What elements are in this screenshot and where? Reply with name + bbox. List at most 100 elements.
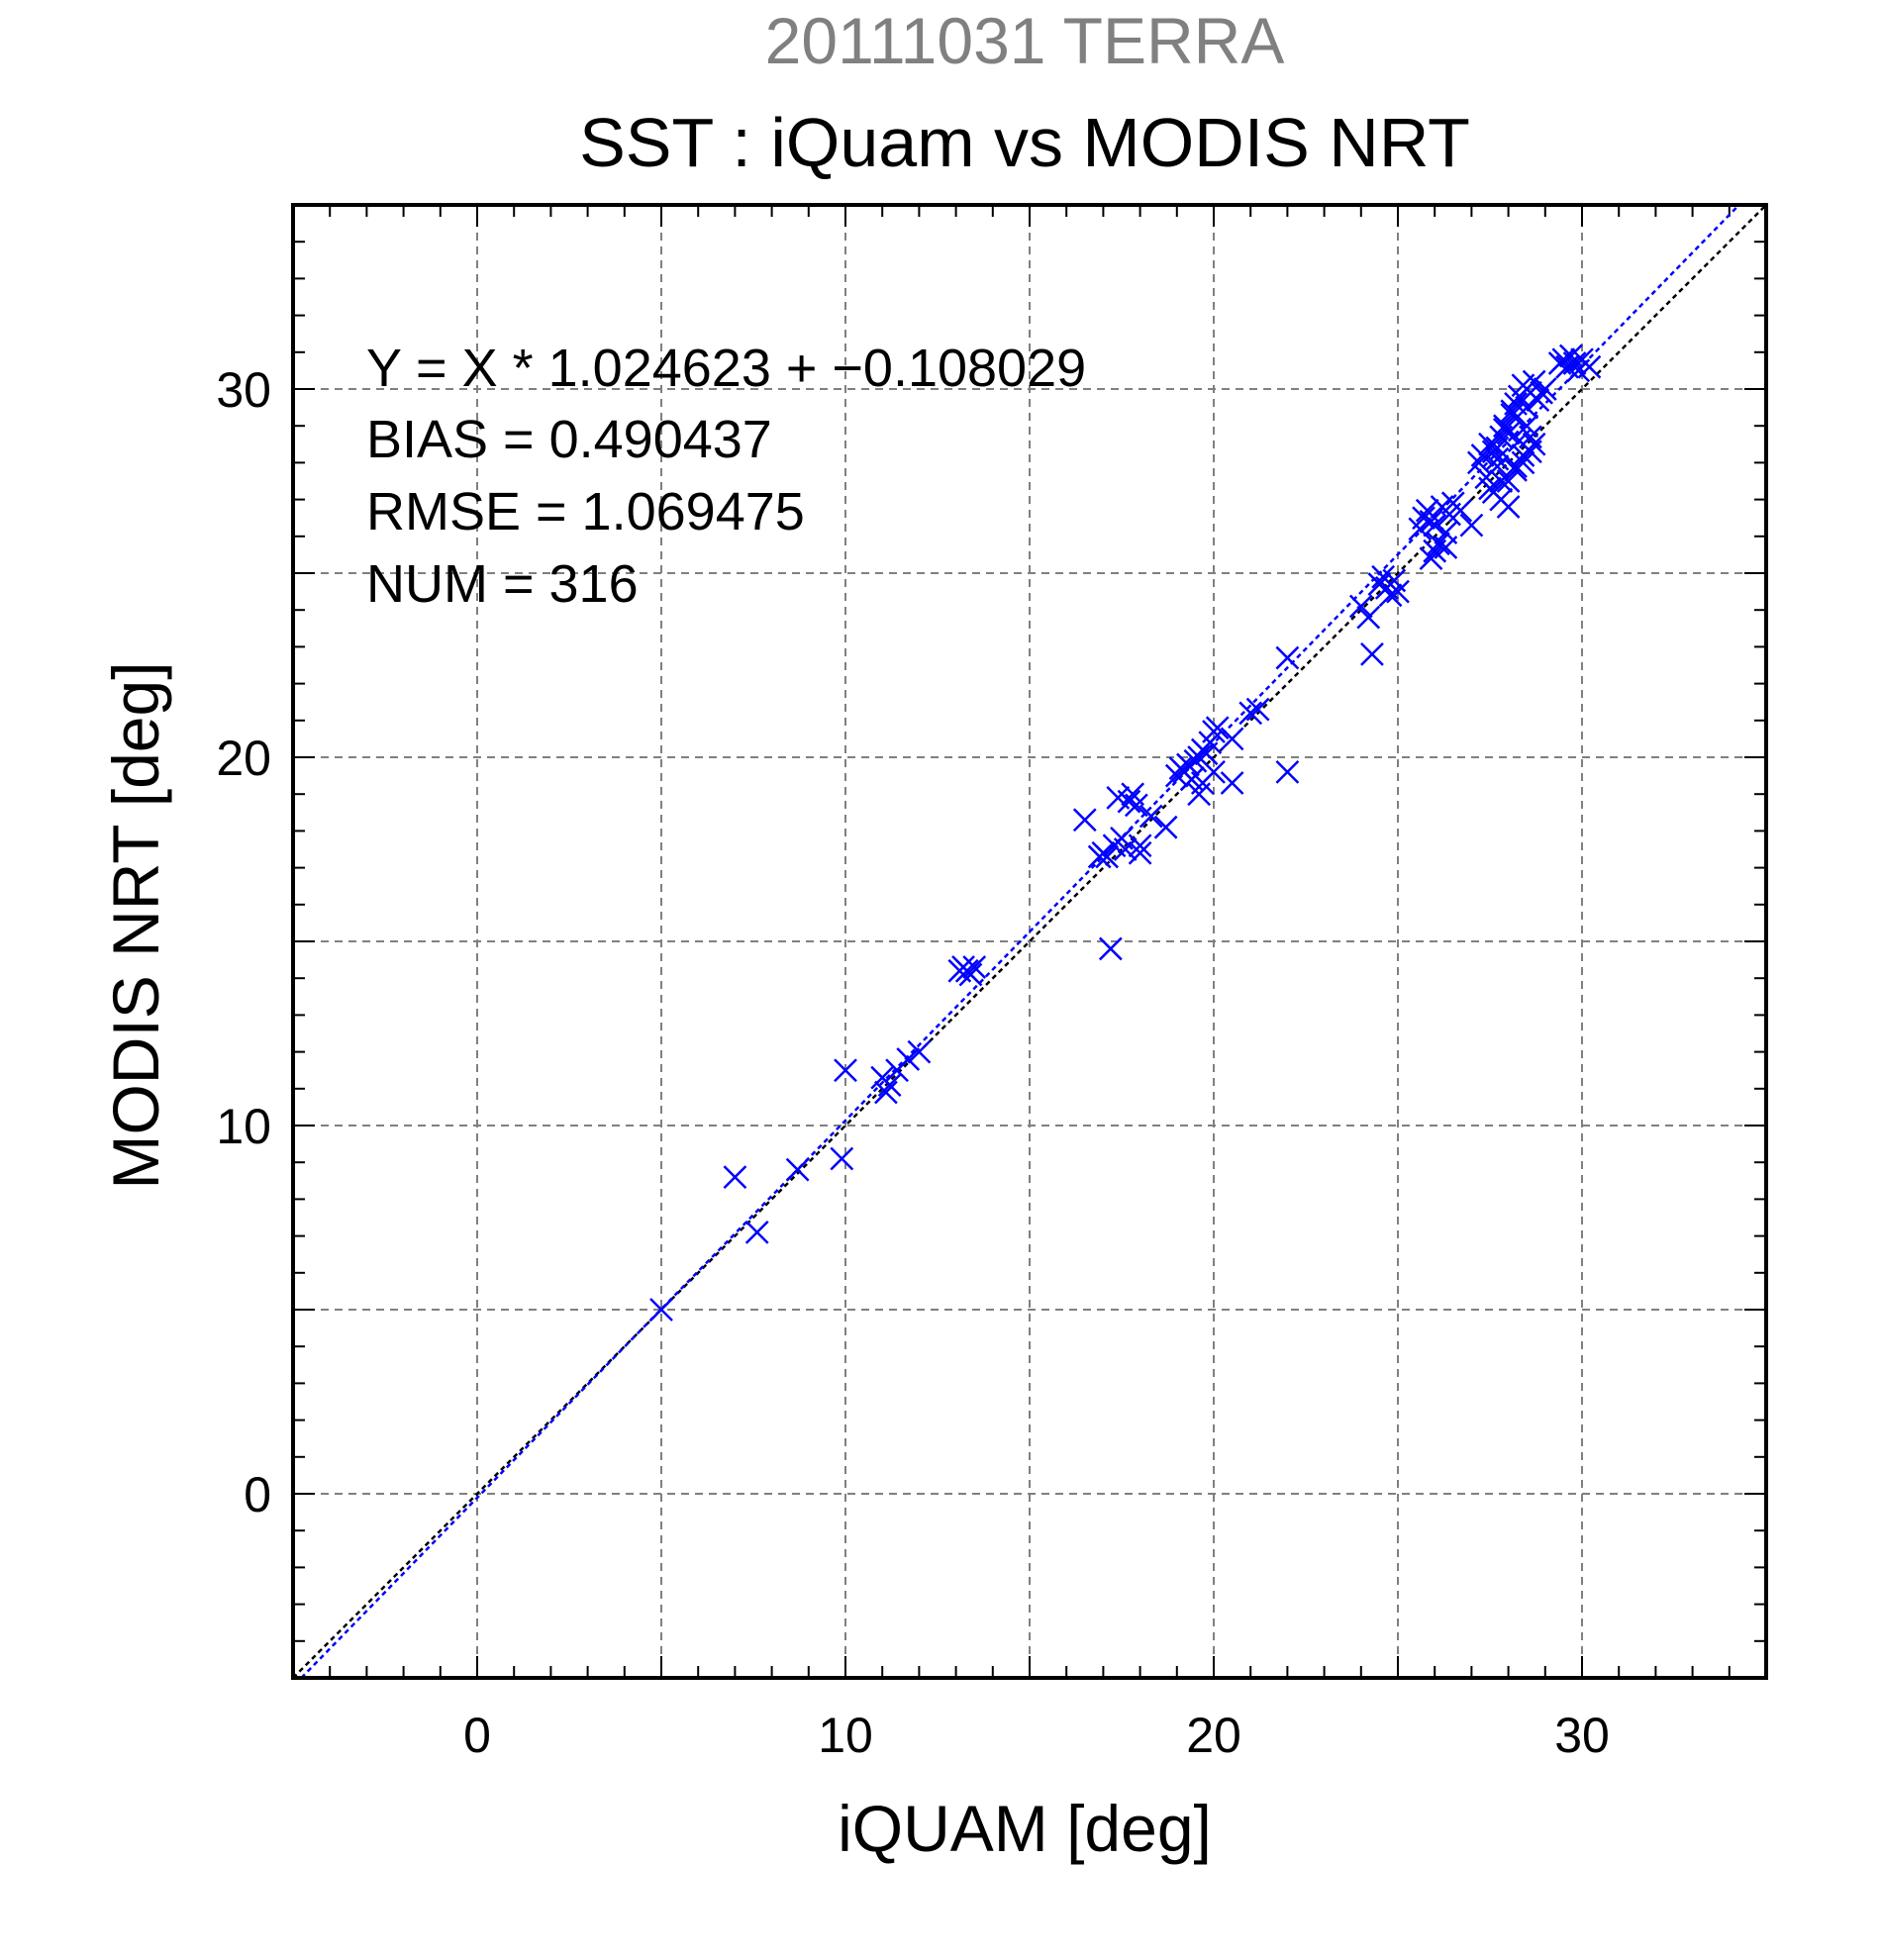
data-point (1496, 469, 1521, 493)
data-point-stroke (1419, 546, 1443, 571)
data-point (1113, 837, 1138, 861)
data-point-stroke (907, 1039, 932, 1064)
data-point-stroke (1110, 826, 1134, 850)
num-stat: NUM = 316 (366, 554, 639, 614)
data-point (1511, 450, 1535, 475)
data-point (1448, 498, 1473, 523)
data-point (874, 1080, 898, 1105)
data-point (907, 1039, 932, 1064)
data-point (830, 1146, 854, 1171)
data-point-stroke (1275, 759, 1300, 784)
data-point (1386, 579, 1410, 604)
data-point-stroke (1558, 343, 1583, 368)
y-tick-label: 30 (216, 362, 271, 418)
rmse-stat: RMSE = 1.069475 (366, 482, 805, 541)
data-point (744, 1220, 769, 1244)
data-point-stroke (1496, 469, 1521, 493)
data-point-stroke (1492, 414, 1517, 439)
y-axis-label: MODIS NRT [deg] (99, 661, 172, 1189)
x-tick-label: 10 (818, 1708, 873, 1763)
data-point (962, 955, 987, 979)
data-point-stroke (1371, 564, 1396, 589)
data-point (1478, 476, 1502, 501)
data-point-stroke (1577, 354, 1602, 379)
data-point (1485, 454, 1510, 479)
data-point (1459, 513, 1484, 538)
data-point (1098, 936, 1123, 961)
data-point-stroke (896, 1047, 921, 1071)
data-point-stroke (1205, 716, 1230, 740)
data-point-stroke (1382, 568, 1407, 593)
data-point-stroke (1515, 414, 1539, 439)
data-point-stroke (1448, 498, 1473, 523)
data-point (1562, 351, 1587, 375)
data-point-stroke (1128, 840, 1152, 865)
data-point-stroke (1496, 495, 1521, 519)
data-point (1466, 450, 1491, 475)
data-point (1245, 697, 1270, 722)
data-point (834, 1058, 857, 1083)
data-point-stroke (1072, 808, 1097, 833)
fit-equation: Y = X * 1.024623 + −0.108029 (366, 339, 1086, 398)
data-point (1423, 513, 1447, 538)
data-point (1220, 727, 1244, 751)
data-point-stroke (1348, 594, 1373, 619)
data-point-stroke (1511, 443, 1535, 467)
data-point-stroke (1562, 351, 1587, 375)
data-point (1427, 532, 1450, 556)
data-point-stroke (1187, 782, 1212, 807)
chart-supertitle: 20111031 TERRA (765, 4, 1285, 77)
data-point (1238, 701, 1263, 726)
data-point (1485, 446, 1510, 471)
data-point-stroke (1533, 377, 1557, 401)
data-point (896, 1047, 921, 1071)
data-point (1220, 771, 1244, 795)
data-point (723, 1165, 747, 1189)
data-point-stroke (1153, 815, 1178, 839)
data-point (1492, 418, 1517, 441)
data-point-stroke (1466, 450, 1491, 475)
data-point-stroke (1511, 450, 1535, 475)
data-point-stroke (874, 1080, 898, 1105)
data-point-stroke (1138, 804, 1163, 829)
data-point-stroke (723, 1165, 747, 1189)
data-point (1205, 716, 1230, 740)
y-tick-label: 10 (216, 1099, 271, 1154)
data-point (1434, 536, 1458, 559)
data-point-stroke (1485, 446, 1510, 471)
data-point-stroke (1478, 476, 1502, 501)
data-point-stroke (1427, 532, 1450, 556)
data-point (1360, 641, 1384, 666)
data-point-stroke (1423, 513, 1447, 538)
data-point (1202, 759, 1226, 784)
y-tick-label: 0 (244, 1467, 271, 1522)
data-point-stroke (1459, 513, 1484, 538)
data-point-stroke (1504, 391, 1528, 416)
data-point (1187, 782, 1212, 807)
data-point-stroke (1275, 645, 1300, 670)
tick-labels: 0 10 20 30 0 10 20 30 (216, 362, 1609, 1763)
data-point-stroke (1360, 641, 1384, 666)
data-point-stroke (1121, 782, 1145, 807)
data-point (1577, 354, 1602, 379)
data-point-stroke (1356, 605, 1381, 630)
data-point-stroke (1415, 498, 1439, 523)
data-point (1356, 605, 1381, 630)
x-axis-label: iQUAM [deg] (838, 1792, 1212, 1865)
data-point (1128, 840, 1152, 865)
data-point-stroke (1098, 936, 1123, 961)
data-point (1275, 759, 1300, 784)
data-point (1275, 645, 1300, 670)
plot-frame (291, 203, 1768, 1680)
data-point-stroke (1245, 697, 1270, 722)
data-point-stroke (1485, 436, 1510, 460)
data-point (1153, 815, 1178, 839)
data-point-stroke (1522, 369, 1546, 394)
data-point (1348, 594, 1373, 619)
data-point (1496, 495, 1521, 519)
data-points (649, 343, 1602, 1322)
data-point (1533, 377, 1557, 401)
data-point (1485, 436, 1510, 460)
data-point (1117, 789, 1141, 814)
data-point (1511, 443, 1535, 467)
